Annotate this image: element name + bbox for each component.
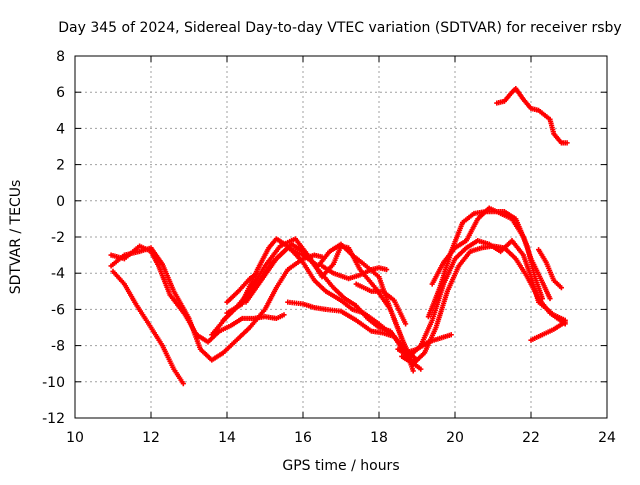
data-point xyxy=(547,295,553,302)
grid xyxy=(75,56,607,418)
x-tick-label: 22 xyxy=(522,430,540,446)
series-track-18 xyxy=(528,319,568,343)
x-tick-label: 16 xyxy=(294,430,312,446)
x-tick-label: 18 xyxy=(370,430,388,446)
y-tick-label: 4 xyxy=(56,121,65,137)
data-point xyxy=(384,266,390,273)
series-track-3 xyxy=(108,245,325,363)
y-tick-label: 2 xyxy=(56,158,65,174)
y-tick-label: -2 xyxy=(51,230,65,246)
data-points xyxy=(108,85,570,387)
y-axis-label: SDTVAR / TECUs xyxy=(8,180,24,295)
y-tick-label: 0 xyxy=(56,194,65,210)
x-tick-label: 20 xyxy=(446,430,464,446)
series-track-15 xyxy=(429,205,553,302)
data-point xyxy=(558,285,564,291)
chart-title: Day 345 of 2024, Sidereal Day-to-day VTE… xyxy=(58,20,621,36)
y-tick-label: -4 xyxy=(51,266,65,282)
data-point xyxy=(403,321,409,327)
data-point xyxy=(410,368,416,374)
y-tick-label: 8 xyxy=(56,49,65,65)
series-track-13 xyxy=(395,238,568,360)
y-tick-label: -6 xyxy=(51,302,65,318)
x-axis-label: GPS time / hours xyxy=(282,458,399,474)
series-track-16 xyxy=(494,85,570,146)
data-point xyxy=(418,366,424,372)
series-track-6 xyxy=(224,241,416,367)
y-tick-label: 6 xyxy=(56,85,65,101)
data-point xyxy=(564,140,570,146)
series-track-17 xyxy=(536,247,564,291)
data-point xyxy=(448,332,454,338)
series-track-10 xyxy=(319,263,390,282)
data-point xyxy=(562,319,568,325)
y-tick-label: -10 xyxy=(42,375,65,391)
data-point xyxy=(180,381,186,387)
series-track-11 xyxy=(353,281,409,327)
y-tick-label: -8 xyxy=(51,339,65,355)
series-track-8 xyxy=(224,270,260,305)
x-tick-label: 14 xyxy=(218,430,236,446)
series-track-2 xyxy=(110,268,186,387)
x-tick-label: 10 xyxy=(66,430,84,446)
data-point xyxy=(254,270,260,276)
y-tick-label: -12 xyxy=(42,411,65,427)
data-point xyxy=(539,295,545,302)
series-track-1 xyxy=(108,243,287,345)
x-tick-label: 24 xyxy=(598,430,616,446)
data-point xyxy=(281,312,287,318)
x-tick-label: 12 xyxy=(142,430,160,446)
